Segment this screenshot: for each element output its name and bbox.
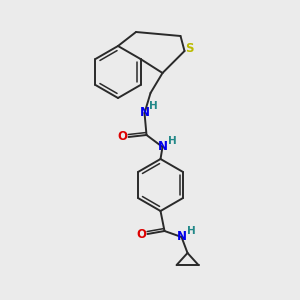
Text: H: H xyxy=(168,136,177,146)
Text: H: H xyxy=(187,226,196,236)
Text: N: N xyxy=(140,106,149,119)
Text: N: N xyxy=(158,140,167,154)
Text: O: O xyxy=(136,227,146,241)
Text: O: O xyxy=(118,130,128,143)
Text: S: S xyxy=(185,41,194,55)
Text: H: H xyxy=(149,101,158,111)
Text: N: N xyxy=(176,230,187,244)
